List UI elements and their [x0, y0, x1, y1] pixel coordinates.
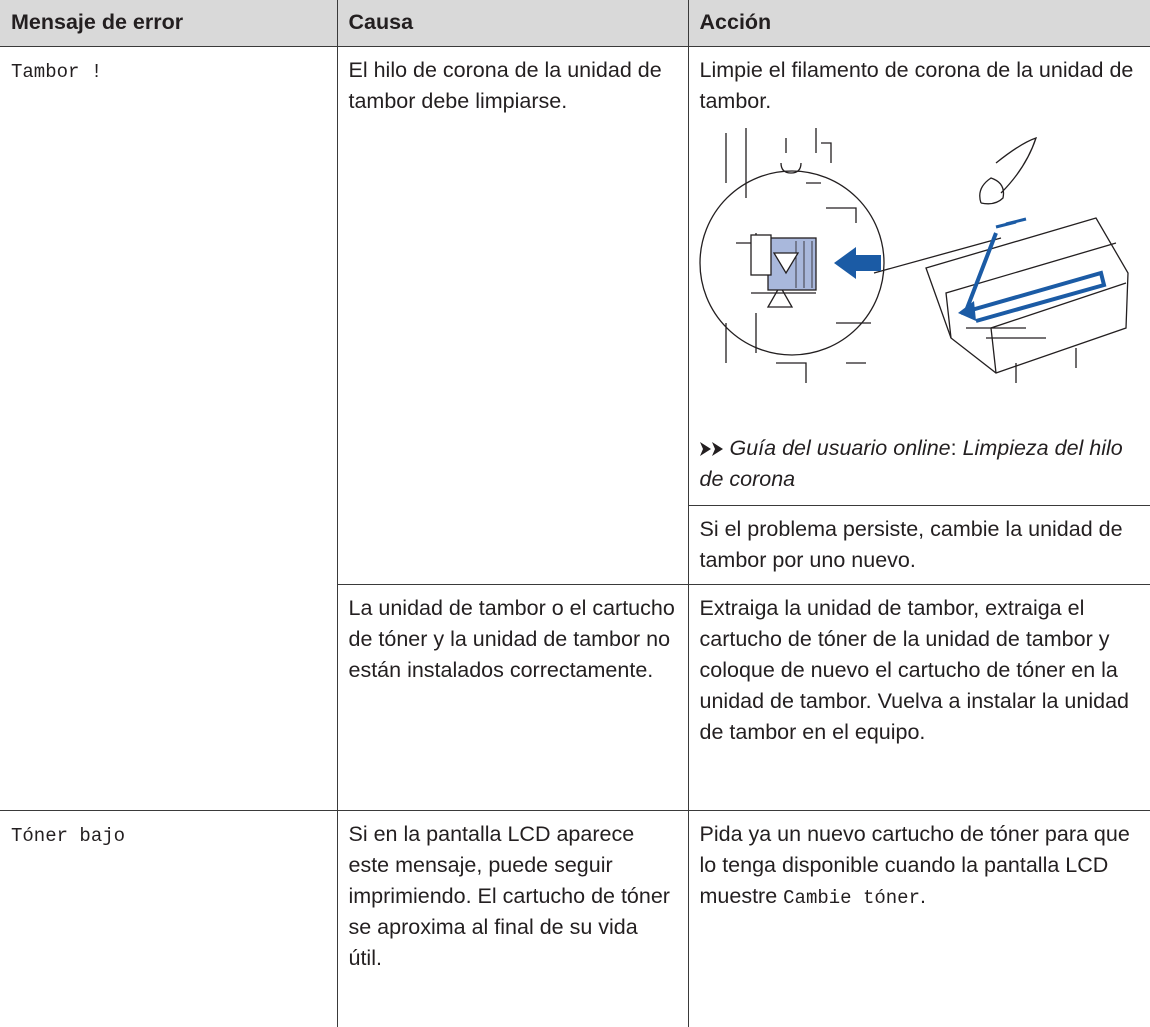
row: Tambor ! El hilo de corona de la unidad …: [0, 47, 1150, 585]
row: Tóner bajo Si en la pantalla LCD aparece…: [0, 811, 1150, 1027]
reference: Guía del usuario online: Limpieza del hi…: [700, 433, 1139, 495]
message-cell: Tambor !: [0, 47, 337, 811]
period: .: [920, 884, 926, 908]
header-cell: Causa: [337, 0, 688, 47]
action-cell: Pida ya un nuevo cartucho de tóner para …: [688, 811, 1150, 1027]
cause-cell: El hilo de corona de la unidad de tambor…: [337, 47, 688, 585]
message: Tambor !: [11, 61, 102, 83]
illustration: [696, 123, 1136, 423]
guide: Guía del usuario online: [730, 436, 951, 460]
header-cell: Acción: [688, 0, 1150, 47]
header-row: Mensaje de error Causa Acción: [0, 0, 1150, 47]
note: Si el problema persiste, cambie la unida…: [689, 505, 1150, 576]
action-cell: Limpie el filamento de corona de la unid…: [688, 47, 1150, 585]
page-body: {"table": { "header": ["Mensaje de error…: [0, 0, 1150, 965]
cause: Si en la pantalla LCD aparece este mensa…: [349, 822, 670, 970]
action-text: Limpie el filamento de corona de la unid…: [700, 55, 1139, 117]
message-cell: Tóner bajo: [0, 811, 337, 1027]
action-text: Extraiga la unidad de tambor, extraiga e…: [700, 596, 1130, 744]
page: Mensajes de error html, body { margin: 0…: [0, 0, 1150, 965]
separator: :: [951, 436, 957, 460]
action-cell: Extraiga la unidad de tambor, extraiga e…: [688, 585, 1150, 811]
cause: El hilo de corona de la unidad de tambor…: [349, 58, 662, 113]
cause-cell: La unidad de tambor o el cartucho de tón…: [337, 585, 688, 811]
lcd-message: Cambie tóner: [783, 887, 920, 909]
cause: La unidad de tambor o el cartucho de tón…: [349, 596, 675, 682]
cause-cell: Si en la pantalla LCD aparece este mensa…: [337, 811, 688, 1027]
message: Tóner bajo: [11, 825, 125, 847]
header-cell: Mensaje de error: [0, 0, 337, 47]
reference-arrows: [700, 442, 726, 456]
